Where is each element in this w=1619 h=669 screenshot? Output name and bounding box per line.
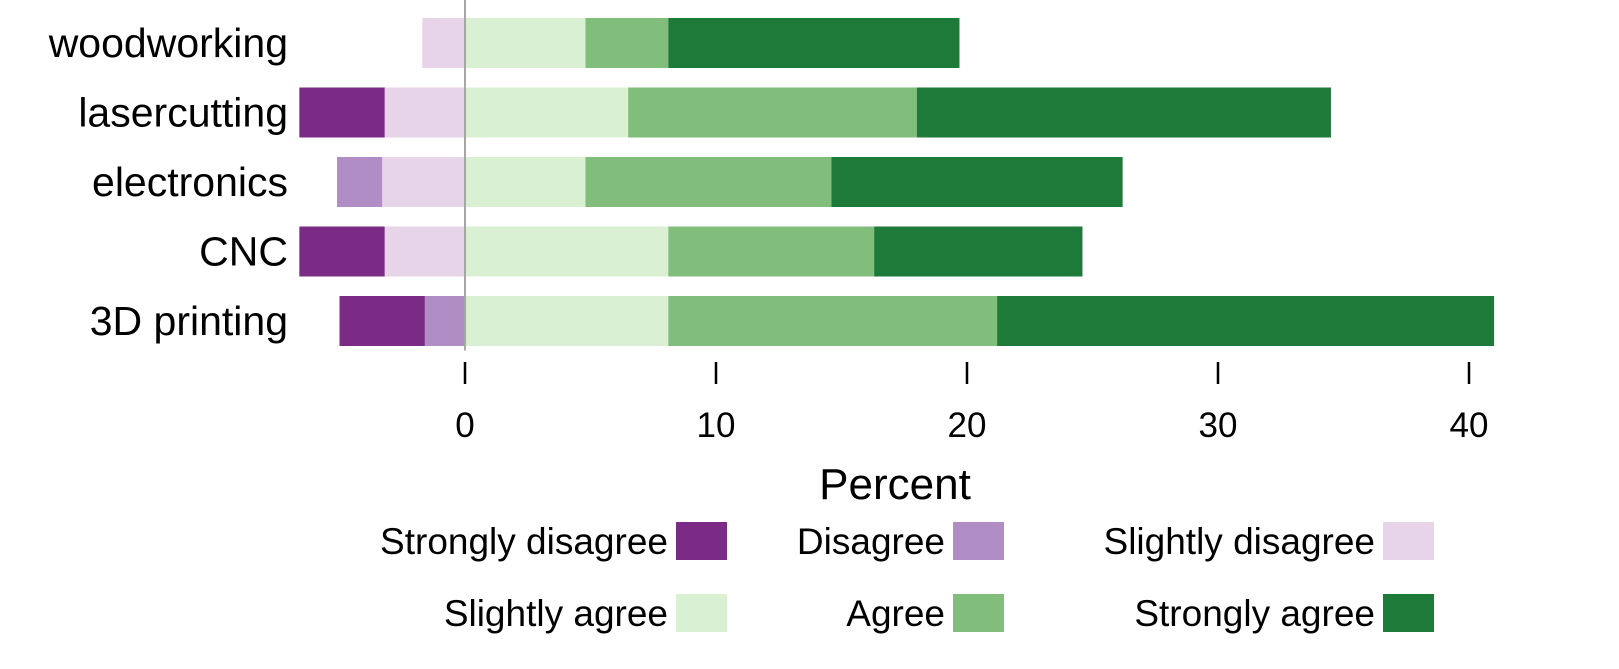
bar-lasercutting-slightly-disagree — [384, 87, 465, 138]
bar-3d-printing-disagree — [424, 296, 465, 346]
legend: Strongly disagree Disagree Slightly disagr… — [380, 521, 1434, 634]
bar-3d-printing-agree — [668, 296, 998, 346]
legend-swatch-agree — [953, 594, 1004, 632]
bar-woodworking-slightly-agree — [465, 18, 586, 68]
category-label-electronics: electronics — [92, 159, 288, 205]
x-tick-label-20: 20 — [948, 406, 987, 445]
bar-3d-printing-strongly-agree — [997, 296, 1495, 346]
legend-label-strongly-disagree: Strongly disagree — [380, 521, 668, 562]
category-label-3d-printing: 3D printing — [90, 298, 288, 344]
x-tick-label-0: 0 — [455, 406, 474, 445]
category-label-woodworking: woodworking — [48, 20, 288, 66]
legend-label-slightly-disagree: Slightly disagree — [1104, 521, 1375, 562]
bar-cnc-strongly-disagree — [299, 226, 385, 277]
legend-swatch-slightly-agree — [676, 594, 727, 632]
category-labels: woodworking lasercutting electronics CNC 3D … — [48, 20, 288, 344]
bar-woodworking-agree — [585, 18, 669, 68]
bar-electronics-slightly-agree — [465, 157, 586, 207]
x-tick-label-40: 40 — [1450, 406, 1489, 445]
bar-electronics-slightly-disagree — [382, 157, 465, 207]
bar-lasercutting-agree — [628, 87, 917, 138]
legend-swatch-slightly-disagree — [1383, 522, 1434, 560]
legend-swatch-disagree — [953, 522, 1004, 560]
category-label-lasercutting: lasercutting — [78, 90, 288, 136]
legend-label-agree: Agree — [846, 593, 945, 634]
x-tick-label-30: 30 — [1199, 406, 1238, 445]
legend-swatch-strongly-agree — [1383, 594, 1434, 632]
x-axis-title: Percent — [819, 460, 971, 509]
bar-electronics-strongly-agree — [831, 157, 1123, 207]
bar-3d-printing-slightly-agree — [465, 296, 669, 346]
bar-3d-printing-strongly-disagree — [339, 296, 425, 346]
legend-label-strongly-agree: Strongly agree — [1134, 593, 1375, 634]
bar-cnc-strongly-agree — [874, 226, 1083, 277]
bar-cnc-slightly-agree — [465, 226, 669, 277]
category-label-cnc: CNC — [199, 229, 288, 275]
bar-lasercutting-slightly-agree — [465, 87, 629, 138]
bar-woodworking-slightly-disagree — [422, 18, 465, 68]
bar-electronics-agree — [585, 157, 832, 207]
bar-cnc-slightly-disagree — [384, 226, 465, 277]
bar-lasercutting-strongly-disagree — [299, 87, 385, 138]
legend-label-slightly-agree: Slightly agree — [444, 593, 668, 634]
bar-cnc-agree — [668, 226, 875, 277]
x-axis: 0 10 20 30 40 — [455, 362, 1488, 445]
legend-label-disagree: Disagree — [797, 521, 945, 562]
bar-woodworking-strongly-agree — [668, 18, 960, 68]
bar-electronics-disagree — [336, 157, 383, 207]
bar-lasercutting-strongly-agree — [916, 87, 1331, 138]
bars-layer — [299, 18, 1495, 346]
legend-swatch-strongly-disagree — [676, 522, 727, 560]
x-tick-label-10: 10 — [697, 406, 736, 445]
